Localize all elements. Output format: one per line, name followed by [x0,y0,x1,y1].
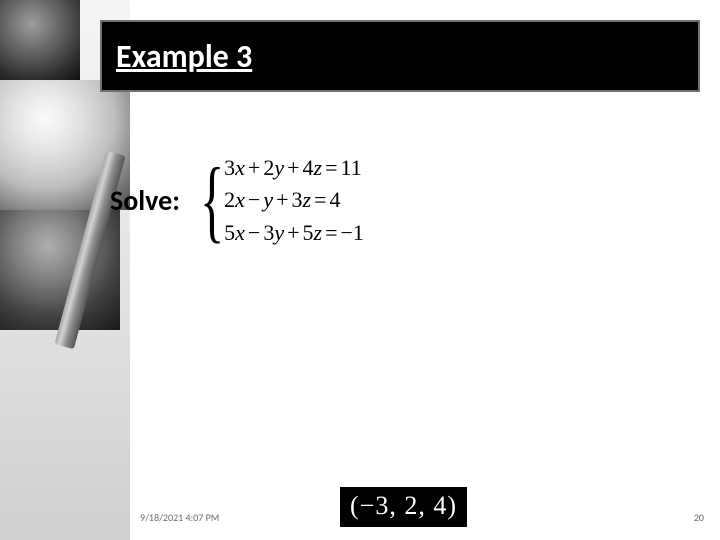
coef: 5 [224,220,235,245]
rhs: −1 [341,220,364,245]
coef: 5 [303,220,314,245]
op: + [284,220,302,245]
var: x [235,155,245,180]
var: y [263,187,273,212]
op: + [284,155,302,180]
solve-block: Solve: { 3x+2y+4z=11 2x−y+3z=4 5x−3y+5z=… [110,155,364,246]
coef: 3 [224,155,235,180]
op: + [245,155,263,180]
rhs: 11 [341,155,362,180]
decorative-ball [0,0,80,80]
coef: 3 [263,220,274,245]
op: − [245,220,263,245]
left-brace-icon: { [200,161,224,239]
op: = [322,220,340,245]
coef: 2 [224,187,235,212]
footer-date: 9/18/2021 4:07 PM [140,511,219,524]
equation-system: { 3x+2y+4z=11 2x−y+3z=4 5x−3y+5z=−1 [190,155,364,246]
var: z [314,155,323,180]
equation-2: 2x−y+3z=4 [224,187,364,213]
coef: 2 [263,155,274,180]
var: x [235,187,245,212]
title-bar: Example 3 [100,20,700,92]
var: z [303,187,312,212]
op: + [273,187,291,212]
op: − [245,187,263,212]
coef: 4 [303,155,314,180]
footer-page-number: 20 [694,511,704,524]
equation-3: 5x−3y+5z=−1 [224,220,364,246]
solve-label: Solve: [110,183,180,218]
coef: 3 [292,187,303,212]
op: = [322,155,340,180]
var: x [235,220,245,245]
slide: Example 3 Solve: { 3x+2y+4z=11 2x−y+3z=4… [0,0,720,540]
equation-1: 3x+2y+4z=11 [224,155,364,181]
var: y [274,155,284,180]
op: = [311,187,329,212]
var: z [314,220,323,245]
slide-title: Example 3 [116,37,252,76]
var: y [274,220,284,245]
answer-box: (−3, 2, 4) [340,487,467,527]
rhs: 4 [330,187,341,212]
equations-list: 3x+2y+4z=11 2x−y+3z=4 5x−3y+5z=−1 [224,155,364,246]
